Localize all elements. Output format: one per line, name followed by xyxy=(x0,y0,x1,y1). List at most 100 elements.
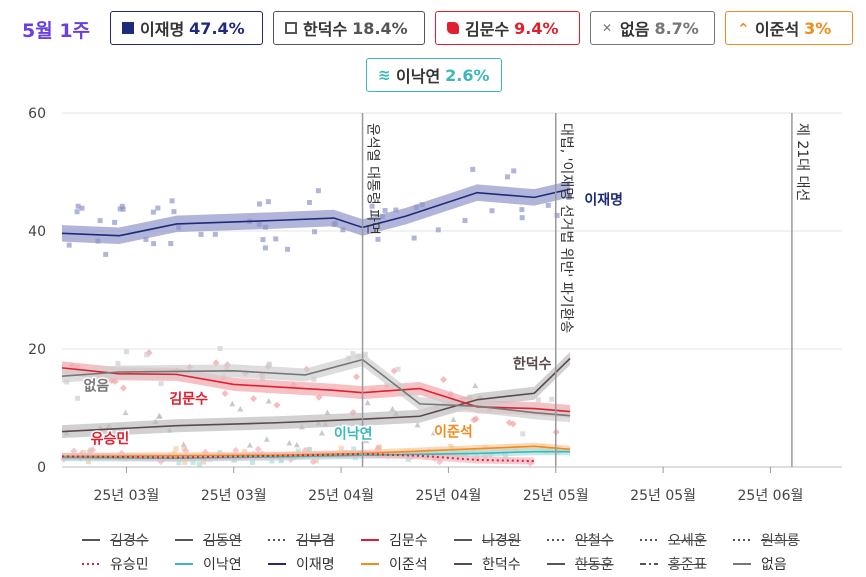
poll-point xyxy=(309,458,317,466)
poll-point xyxy=(249,459,255,465)
poll-point xyxy=(158,381,164,387)
chip-없음[interactable]: ✕ 없음 8.7% xyxy=(590,11,715,45)
legend-item-오세훈[interactable]: 오세훈 xyxy=(638,530,707,550)
poll-point xyxy=(85,459,91,465)
legend-item-안철수[interactable]: 안철수 xyxy=(545,530,614,550)
chip-김문수[interactable]: 김문수 9.4% xyxy=(435,11,580,45)
poll-point xyxy=(262,245,268,251)
poll-point xyxy=(120,206,126,212)
legend-item-나경원[interactable]: 나경원 xyxy=(452,530,521,550)
legend-swatch xyxy=(175,539,193,541)
legend-item-유승민[interactable]: 유승민 xyxy=(80,554,149,574)
poll-point xyxy=(489,208,495,214)
legend-label: 김부겸 xyxy=(296,533,335,549)
poll-point xyxy=(124,349,130,355)
legend-item-한덕수[interactable]: 한덕수 xyxy=(452,554,521,574)
poll-point xyxy=(176,460,182,466)
poll-point xyxy=(318,430,325,436)
legend-item-이재명[interactable]: 이재명 xyxy=(266,554,335,574)
y-tick-label: 60 xyxy=(28,106,46,122)
chip-이준석[interactable]: ⌃ 이준석 3% xyxy=(725,11,853,45)
legend-swatch xyxy=(733,539,751,541)
poll-point xyxy=(151,241,157,247)
poll-point xyxy=(286,439,293,446)
poll-point xyxy=(169,198,175,204)
chip-이재명[interactable]: 이재명 47.4% xyxy=(110,11,263,45)
legend-label: 안철수 xyxy=(575,533,614,549)
chip-이낙연[interactable]: ≋ 이낙연 2.6% xyxy=(366,58,502,92)
poll-point xyxy=(405,456,411,462)
line-이재명 xyxy=(61,188,571,237)
poll-point xyxy=(340,227,346,233)
poll-point xyxy=(173,446,179,452)
band-이재명 xyxy=(62,180,571,244)
chip-한덕수[interactable]: 한덕수 18.4% xyxy=(273,11,425,45)
x-icon: ✕ xyxy=(602,21,613,35)
poll-point xyxy=(350,351,356,357)
legend-item-김동연[interactable]: 김동연 xyxy=(173,530,242,550)
poll-point xyxy=(393,207,399,213)
legend-label: 이준석 xyxy=(389,557,428,573)
legend-swatch xyxy=(361,563,379,565)
legend-item-홍준표[interactable]: 홍준표 xyxy=(638,554,707,574)
chip-name: 김문수 xyxy=(465,20,510,39)
legend-label: 김경수 xyxy=(110,533,149,549)
poll-point xyxy=(257,201,263,207)
poll-point xyxy=(103,251,109,257)
series-label: 한덕수 xyxy=(513,355,552,372)
legend-label: 유승민 xyxy=(110,557,149,573)
poll-point xyxy=(470,416,478,424)
line-한덕수 xyxy=(61,357,571,433)
poll-point xyxy=(246,442,253,448)
poll-point xyxy=(273,401,281,409)
chip-name: 한덕수 xyxy=(303,20,348,39)
series-label: 유승민 xyxy=(91,430,130,447)
poll-point xyxy=(519,215,525,221)
legend-item-한동훈[interactable]: 한동훈 xyxy=(545,554,614,574)
legend-item-원희룡[interactable]: 원희룡 xyxy=(731,530,800,550)
poll-point xyxy=(369,203,375,209)
poll-point xyxy=(313,458,319,464)
poll-point xyxy=(351,446,357,452)
poll-point xyxy=(472,382,479,389)
axes: 0 20 40 60 25년 03월 25년 03월 25년 04월 25년 04월 25년 0… xyxy=(28,106,842,504)
legend-item-이준석[interactable]: 이준석 xyxy=(359,554,428,574)
chip-value: 2.6% xyxy=(445,65,490,85)
poll-point xyxy=(389,405,396,412)
chip-name: 이재명 xyxy=(140,20,185,39)
legend-item-이낙연[interactable]: 이낙연 xyxy=(173,554,242,574)
series-label: 김문수 xyxy=(169,390,208,407)
poll-point xyxy=(263,436,270,442)
legend-item-없음[interactable]: 없음 xyxy=(731,554,787,574)
week-label: 5월 1주 xyxy=(22,20,91,42)
legend-swatch xyxy=(454,563,472,565)
poll-point xyxy=(545,202,551,208)
poll-point xyxy=(156,413,163,419)
header: 5월 1주 이재명 47.4% 한덕수 18.4% 김문수 9.4% ✕ 없음 8.7% ⌃ 이준석… xyxy=(0,0,866,100)
poll-point xyxy=(554,212,560,218)
poll-point xyxy=(324,409,331,415)
x-tick-label: 25년 04월 xyxy=(416,488,482,504)
poll-point xyxy=(115,360,121,366)
legend-item-김부겸[interactable]: 김부겸 xyxy=(266,530,335,550)
poll-point xyxy=(311,376,317,382)
poll-point xyxy=(112,219,118,225)
poll-point xyxy=(519,207,525,213)
series-label: 없음 xyxy=(83,378,109,394)
legend-item-김경수[interactable]: 김경수 xyxy=(80,530,149,550)
chip-name: 이낙연 xyxy=(396,67,441,86)
x-tick-label: 25년 04월 xyxy=(308,488,374,504)
poll-point xyxy=(503,454,509,460)
legend-label: 이낙연 xyxy=(203,557,242,573)
filled-square-icon xyxy=(122,22,134,34)
legend-item-김문수[interactable]: 김문수 xyxy=(359,530,428,550)
poll-point xyxy=(435,227,441,233)
poll-point xyxy=(266,361,272,367)
poll-point xyxy=(307,447,313,453)
poll-point xyxy=(97,218,103,224)
poll-point xyxy=(155,205,161,211)
poll-point xyxy=(119,384,127,392)
poll-point xyxy=(171,209,177,215)
legend-label: 홍준표 xyxy=(668,557,707,573)
